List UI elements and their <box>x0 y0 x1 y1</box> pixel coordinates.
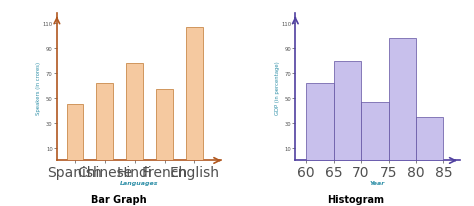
Y-axis label: Speakers (in crores): Speakers (in crores) <box>36 61 41 114</box>
Bar <box>306 84 334 161</box>
Bar <box>156 90 173 161</box>
Y-axis label: GDP (in percentage): GDP (in percentage) <box>274 61 280 114</box>
X-axis label: Year: Year <box>370 180 385 185</box>
Text: Histogram: Histogram <box>327 194 384 204</box>
Bar <box>334 62 361 161</box>
X-axis label: Languages: Languages <box>120 180 158 185</box>
Text: Bar Graph: Bar Graph <box>91 194 146 204</box>
Bar <box>186 28 203 161</box>
Bar <box>361 102 389 161</box>
Bar <box>416 117 443 161</box>
Bar <box>67 105 83 161</box>
Bar <box>97 84 113 161</box>
Bar <box>127 64 143 161</box>
Bar <box>389 39 416 161</box>
